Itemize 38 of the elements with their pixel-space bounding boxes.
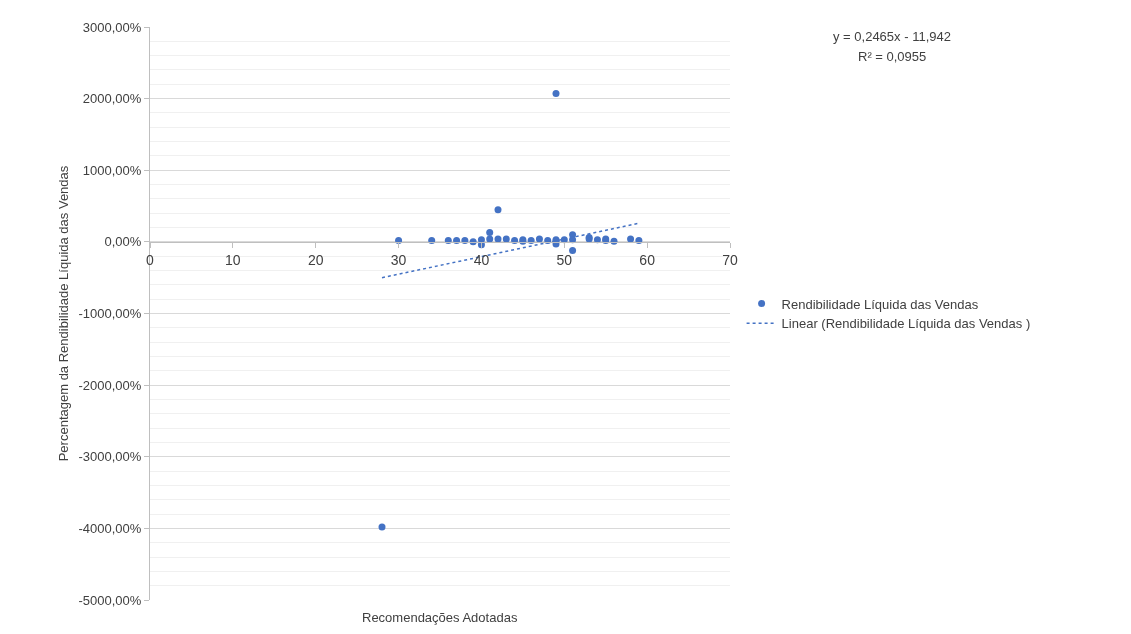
point	[486, 229, 494, 237]
point	[428, 236, 436, 244]
x-tick-label: 0	[146, 251, 155, 268]
point	[378, 523, 386, 531]
y-tick-label: 0,00%	[104, 234, 142, 250]
point	[486, 235, 494, 243]
x-axis-title: Recomendações Adotadas	[362, 610, 518, 625]
x-tick-label: 50	[556, 251, 573, 268]
legend-label: Rendibilidade Líquida das Vendas	[781, 296, 979, 312]
y-tick-label: 2000,00%	[82, 91, 142, 107]
point	[444, 236, 452, 244]
point	[569, 246, 577, 254]
point	[535, 235, 543, 243]
y-tick-label: 3000,00%	[82, 19, 142, 35]
y-tick-label: -5000,00%	[78, 592, 142, 608]
y-tick-label: -4000,00%	[78, 520, 142, 536]
x-tick-label: 60	[639, 251, 656, 268]
point	[627, 235, 635, 243]
point	[453, 236, 461, 244]
legend-label: Linear (Rendibilidade Líquida das Vendas )	[781, 316, 1031, 332]
x-tick-label: 20	[307, 251, 324, 268]
y-tick-label: 1000,00%	[82, 162, 142, 178]
y-tick-label: -2000,00%	[78, 377, 142, 393]
x-tick-label: 70	[722, 251, 738, 268]
point	[494, 235, 502, 243]
text: y = 0,2465x - 11,942	[833, 29, 951, 44]
point	[494, 206, 502, 214]
point	[593, 236, 601, 244]
text: R² = 0,0955	[858, 49, 927, 64]
point	[552, 90, 560, 98]
y-axis-title: Percentagem da Rendibilidade Líquida das Vendas	[56, 165, 72, 462]
x-tick-label: 30	[390, 251, 407, 268]
y-tick-label: -1000,00%	[78, 306, 142, 322]
point	[511, 236, 519, 244]
x-tick-label: 10	[225, 251, 241, 268]
point	[502, 235, 510, 243]
x-tick-label: 40	[473, 251, 490, 268]
y-tick-label: -3000,00%	[78, 449, 142, 465]
